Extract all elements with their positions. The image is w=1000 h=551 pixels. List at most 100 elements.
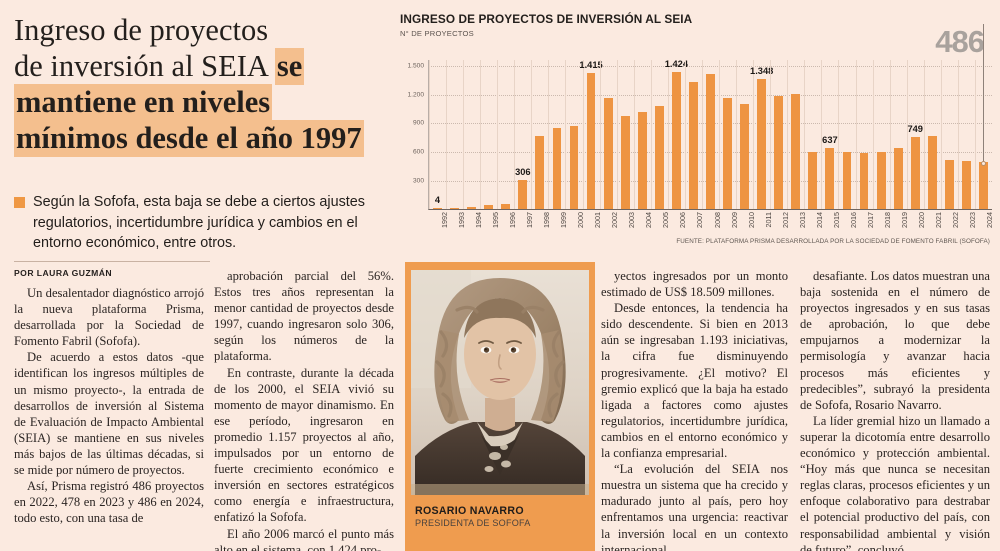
leader-line [983,24,985,164]
y-axis-tick: 600 [412,148,424,156]
y-axis-tick: 300 [412,177,424,185]
bar-2003[interactable] [620,115,630,209]
bar-2024[interactable] [979,162,988,209]
x-axis-tick-2009: 2009 [729,212,739,228]
bar-2009[interactable] [723,97,732,209]
bar-2018[interactable] [876,151,886,209]
bar-2008[interactable] [706,73,715,209]
article-column-2: aprobación parcial del 56%. Estos tres a… [214,268,394,551]
byline: POR LAURA GUZMÁN [14,268,113,278]
category-separator [719,60,721,209]
headline-line-4: mínimos desde el año 1997 [14,120,399,157]
chart-title: INGRESO DE PROYECTOS DE INVERSIÓN AL SEI… [400,12,693,26]
category-separator [667,60,669,209]
section-divider [14,261,210,262]
x-axis-tick-2005: 2005 [661,212,671,228]
highlight-value-2024: 486 [935,24,985,59]
headline: Ingreso de proyectos de inversión al SEI… [14,12,399,257]
bar-2013[interactable] [791,94,801,209]
square-bullet-icon [14,197,25,208]
headline-line-3: mantiene en niveles [14,84,399,121]
x-axis-tick-2004: 2004 [644,212,654,228]
category-separator [548,60,550,209]
category-separator [616,60,618,209]
bar-1997[interactable] [518,179,528,209]
photo-block: ROSARIO NAVARRO PRESIDENTA DE SOFOFA [405,262,595,551]
headline-line-2: de inversión al SEIA se [14,48,399,85]
bar-value-label-2011: 1.348 [750,66,774,77]
x-axis-tick-1995: 1995 [490,212,500,228]
category-separator [633,60,635,209]
paragraph: Así, Prisma registró 486 proyectos en 20… [14,479,204,526]
bar-2015[interactable] [825,147,835,209]
bar-1996[interactable] [501,203,511,209]
bar-1994[interactable] [467,207,477,209]
bar-1995[interactable] [484,204,494,209]
y-axis-tick: 1.200 [407,91,424,99]
x-axis-tick-1992: 1992 [439,212,449,228]
category-separator [531,60,533,209]
bar-1993[interactable] [450,207,459,209]
x-axis-tick-2018: 2018 [883,212,893,228]
bar-2000[interactable] [569,125,579,209]
category-separator [770,60,772,209]
bars-container: 4 306 1.415 1.424 1.348 637 749 [428,24,992,210]
x-axis-tick-2010: 2010 [746,212,756,228]
paragraph: “La evolución del SEIA nos muestra un si… [601,462,788,551]
leader-dot-marker [980,160,986,166]
bar-2017[interactable] [859,153,869,209]
headline-highlight-4: mínimos desde el año 1997 [14,120,364,157]
x-axis-tick-1993: 1993 [456,212,466,228]
bar-value-label-2020: 749 [907,123,923,134]
bar-1999[interactable] [552,127,562,209]
category-separator [855,60,857,209]
article-column-1: Un desalentador diagnóstico arrojó la nu… [14,285,204,526]
category-separator [872,60,874,209]
category-separator [463,60,465,209]
bar-1998[interactable] [535,135,545,209]
paragraph: desafiante. Los datos muestran una baja … [800,269,990,412]
bar-2002[interactable] [603,97,613,209]
bar-2012[interactable] [774,96,784,209]
x-axis-tick-1998: 1998 [541,212,551,228]
bar-2020[interactable] [910,136,920,209]
category-separator [736,60,738,209]
bar-2011[interactable] [757,79,767,209]
paragraph: De acuerdo a estos datos -que identifica… [14,350,204,478]
category-separator [923,60,925,209]
bar-2010[interactable] [740,103,750,209]
headline-text-2: de inversión al SEIA [14,49,275,83]
x-axis-tick-2013: 2013 [797,212,807,228]
bar-2019[interactable] [893,148,903,209]
x-axis-tick-2017: 2017 [866,212,876,228]
category-separator [787,60,789,209]
bar-2005[interactable] [654,105,664,209]
bar-value-label-2001: 1.415 [579,59,603,70]
standfirst-text: Según la Sofofa, esta baja se debe a cie… [33,194,366,251]
chart-axis-label: N° DE PROYECTOS [400,29,474,38]
caption-name: ROSARIO NAVARRO [415,505,524,517]
bar-2007[interactable] [689,82,698,209]
bar-value-label-1992: 4 [434,195,441,205]
headline-highlight-3: mantiene en niveles [14,84,273,121]
paragraph: Un desalentador diagnóstico arrojó la nu… [14,286,204,349]
bar-2001[interactable] [586,72,596,209]
bar-2014[interactable] [808,152,818,209]
bar-value-label-1997: 306 [515,166,531,177]
category-separator [753,60,755,209]
bar-2016[interactable] [842,151,852,209]
portrait-photo [411,270,589,495]
category-separator [565,60,567,209]
bar-1992[interactable] [433,208,442,209]
category-separator [582,60,584,209]
bar-2023[interactable] [961,160,971,209]
bar-value-label-2006: 1.424 [664,59,689,70]
bar-2004[interactable] [637,111,647,209]
bar-2022[interactable] [944,160,954,209]
category-separator [906,60,908,209]
x-axis-tick-2000: 2000 [576,212,585,228]
bar-2006[interactable] [671,72,681,209]
bar-2021[interactable] [927,135,937,209]
paragraph: La líder gremial hizo un llamado a super… [800,413,990,551]
x-axis-tick-2008: 2008 [712,212,722,228]
